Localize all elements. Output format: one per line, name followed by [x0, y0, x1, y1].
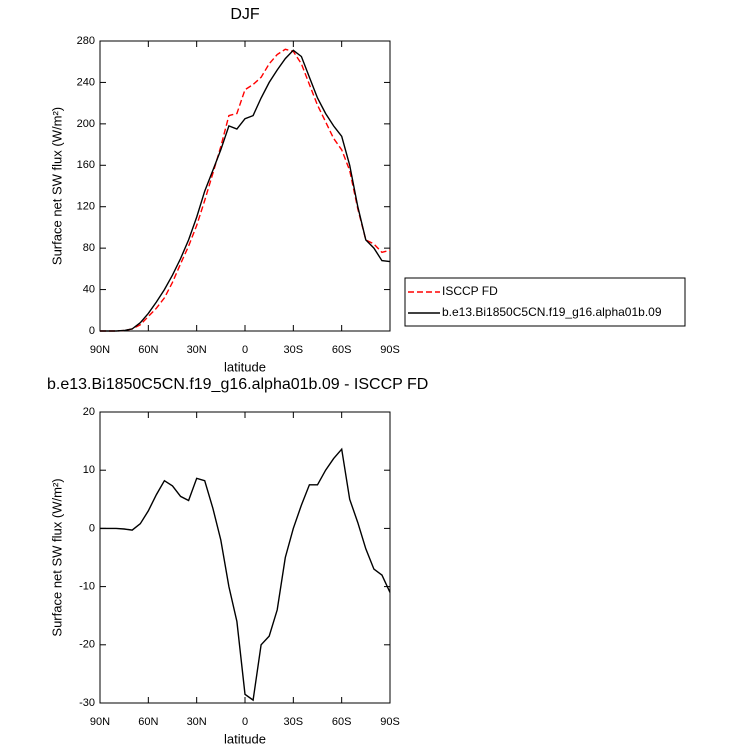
y-axis-label: Surface net SW flux (W/m²) [49, 107, 64, 265]
y-tick-label: 240 [77, 76, 95, 88]
legend-box [404, 277, 686, 327]
x-tick-label: 60N [138, 716, 158, 728]
data-line [100, 49, 391, 332]
x-axis-label: latitude [224, 731, 266, 746]
x-tick-label: 60S [332, 716, 352, 728]
y-tick-label: -30 [79, 697, 95, 709]
y-tick-label: 20 [83, 406, 95, 418]
y-tick-label: 40 [83, 283, 95, 295]
x-axis-label: latitude [224, 359, 266, 374]
y-tick-label: 0 [89, 325, 95, 337]
y-axis-label: Surface net SW flux (W/m²) [49, 478, 64, 636]
x-tick-label: 60S [332, 344, 352, 356]
data-line [100, 447, 391, 702]
y-tick-label: -10 [79, 581, 95, 593]
x-tick-label: 60N [138, 344, 158, 356]
x-tick-label: 90S [380, 344, 400, 356]
x-tick-label: 30S [284, 344, 304, 356]
y-tick-label: 160 [77, 159, 95, 171]
y-tick-label: 0 [89, 522, 95, 534]
x-tick-label: 30S [284, 716, 304, 728]
y-tick-label: 120 [77, 201, 95, 213]
x-tick-label: 90N [90, 344, 110, 356]
y-tick-label: -20 [79, 639, 95, 651]
x-tick-label: 90S [380, 716, 400, 728]
y-tick-label: 280 [77, 35, 95, 47]
x-tick-label: 0 [242, 716, 248, 728]
legend-label: ISCCP FD [442, 284, 498, 298]
y-tick-label: 80 [83, 242, 95, 254]
plot-frame [99, 40, 391, 332]
x-tick-label: 30N [187, 344, 207, 356]
legend-label: b.e13.Bi1850C5CN.f19_g16.alpha01b.09 [442, 305, 662, 319]
plot-frame [99, 411, 391, 704]
y-tick-label: 200 [77, 118, 95, 130]
chart-title: b.e13.Bi1850C5CN.f19_g16.alpha01b.09 - I… [47, 376, 428, 393]
x-tick-label: 0 [242, 344, 248, 356]
x-tick-label: 30N [187, 716, 207, 728]
x-tick-label: 90N [90, 716, 110, 728]
data-line [100, 48, 391, 332]
y-tick-label: 10 [83, 464, 95, 476]
chart-title: DJF [230, 6, 260, 23]
